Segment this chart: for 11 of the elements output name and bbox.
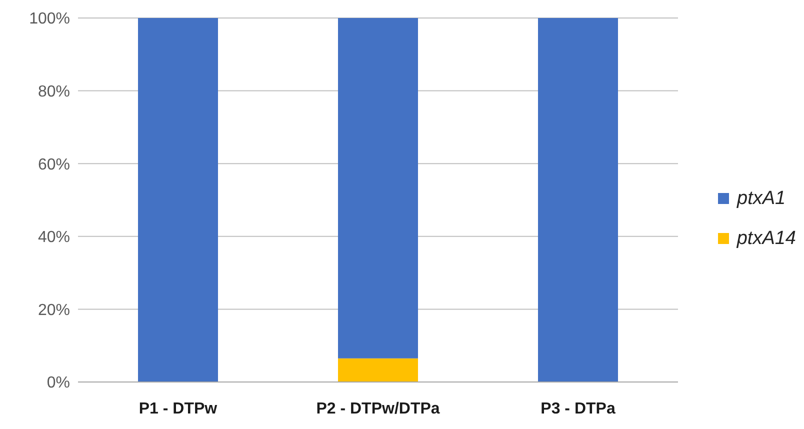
y-tick-label: 40%	[38, 229, 70, 246]
x-tick-label: P2 - DTPw/DTPa	[316, 400, 440, 418]
y-tick-label: 60%	[38, 156, 70, 174]
y-tick-label: 100%	[29, 10, 70, 28]
y-tick-label: 80%	[38, 83, 70, 100]
legend-label: ptxA14	[736, 228, 796, 250]
legend-label: ptxA1	[737, 188, 786, 210]
y-tick-label: 20%	[38, 302, 70, 319]
x-tick-label: P1 - DTPw	[138, 400, 218, 418]
y-tick-label: 0%	[46, 374, 70, 392]
x-tick-label: P3 - DTPa	[540, 400, 616, 418]
